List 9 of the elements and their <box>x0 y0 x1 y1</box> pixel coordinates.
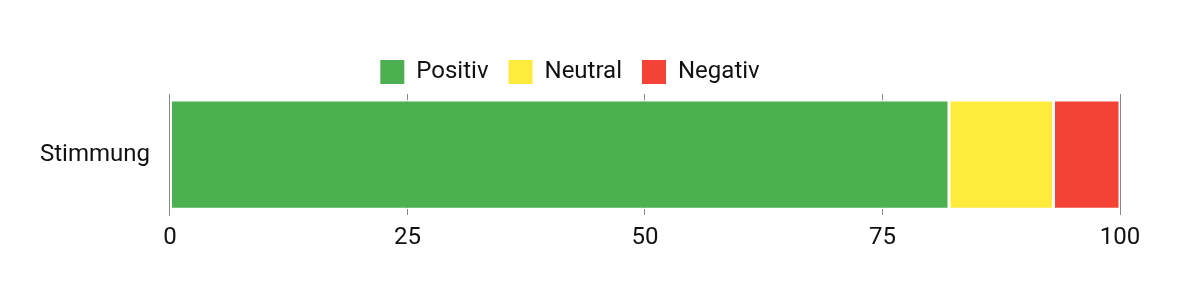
x-tick-label: 50 <box>631 221 659 250</box>
legend-label: Negativ <box>678 56 761 84</box>
legend-label: Neutral <box>544 56 622 84</box>
y-tick-label: Stimmung <box>39 138 150 167</box>
x-tick-label: 75 <box>869 221 896 250</box>
x-tick-label: 25 <box>394 221 421 250</box>
x-tick-label: 0 <box>163 221 177 250</box>
x-tick-label: 100 <box>1099 221 1141 250</box>
legend-label: Positiv <box>416 56 489 84</box>
